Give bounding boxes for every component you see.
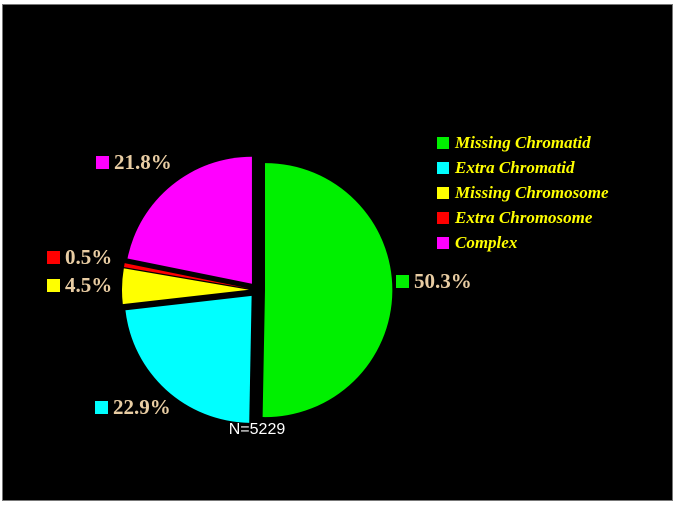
- legend-label: Complex: [455, 233, 518, 252]
- extra-chromatid-swatch-icon: [437, 161, 449, 174]
- pie-slice-extra-chromosome: [123, 263, 250, 289]
- pie-slice-missing-chromatid: [262, 163, 393, 418]
- missing-chromosome-swatch-icon: [437, 186, 449, 199]
- percent-label-complex: 21.8%: [96, 151, 172, 173]
- extra-chromosome-swatch-icon: [437, 211, 449, 224]
- legend-label: Missing Chromosome: [455, 183, 609, 202]
- legend-item-extra-chromosome: Extra Chromosome: [437, 207, 609, 228]
- legend-item-missing-chromatid: Missing Chromatid: [437, 132, 609, 153]
- percent-label-extra-chromosome: 0.5%: [47, 246, 112, 268]
- percent-value: 50.3%: [414, 269, 472, 293]
- legend-item-missing-chromosome: Missing Chromosome: [437, 182, 609, 203]
- percent-value: 21.8%: [114, 150, 172, 174]
- extra-chromatid-swatch-icon: [95, 400, 108, 414]
- percent-value: 0.5%: [65, 245, 113, 269]
- pie-slice-extra-chromatid: [125, 295, 252, 423]
- legend: Missing Chromatid Extra Chromatid Missin…: [437, 132, 609, 253]
- missing-chromosome-swatch-icon: [47, 278, 60, 292]
- sample-size-label: N=5229: [228, 421, 286, 438]
- legend-label: Extra Chromosome: [455, 208, 593, 227]
- complex-swatch-icon: [96, 155, 109, 169]
- legend-item-extra-chromatid: Extra Chromatid: [437, 157, 609, 178]
- extra-chromosome-swatch-icon: [47, 250, 60, 264]
- percent-label-missing-chromatid: 50.3%: [396, 270, 472, 292]
- pie-slice-missing-chromosome: [122, 268, 249, 305]
- percent-label-missing-chromosome: 4.5%: [47, 274, 112, 296]
- pie-slice-complex: [127, 156, 252, 284]
- percent-label-extra-chromatid: 22.9%: [95, 396, 171, 418]
- missing-chromatid-swatch-icon: [396, 274, 409, 288]
- missing-chromatid-swatch-icon: [437, 136, 449, 149]
- complex-swatch-icon: [437, 236, 449, 249]
- legend-label: Extra Chromatid: [455, 158, 575, 177]
- legend-label: Missing Chromatid: [455, 133, 591, 152]
- legend-item-complex: Complex: [437, 232, 609, 253]
- percent-value: 22.9%: [113, 395, 171, 419]
- percent-value: 4.5%: [65, 273, 113, 297]
